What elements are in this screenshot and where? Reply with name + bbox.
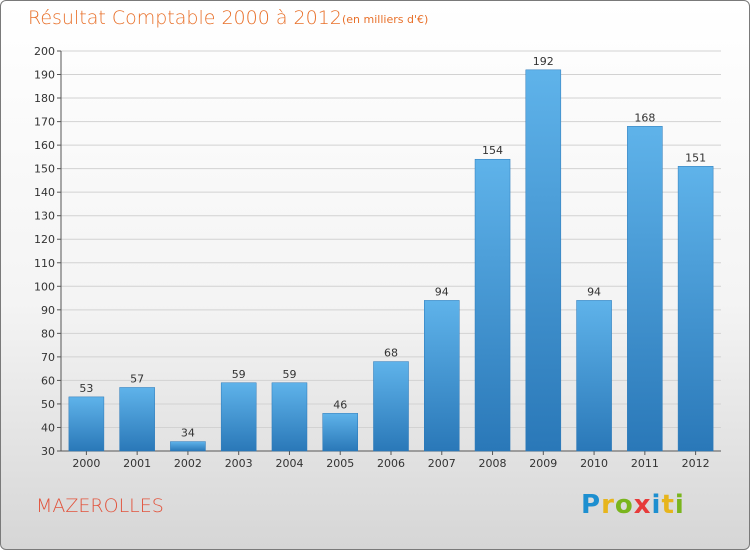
x-tick-label: 2001 [123,457,151,470]
y-tick-label: 60 [41,374,55,387]
value-label: 57 [130,372,144,385]
value-label: 53 [79,382,93,395]
y-tick-label: 180 [34,92,55,105]
logo-letter: r [601,490,615,520]
x-tick-label: 2010 [580,457,608,470]
bars [68,69,714,452]
value-label: 154 [482,144,503,157]
x-tick-label: 2005 [326,457,354,470]
y-tick-label: 40 [41,421,55,434]
bar-2012 [677,166,714,452]
bar-2011 [627,126,663,452]
logo-letter: t [661,490,675,520]
x-tick-label: 2006 [377,457,405,470]
y-tick-label: 140 [34,186,55,199]
logo-letter: i [674,490,685,520]
y-tick-label: 150 [34,163,55,176]
x-tick-label: 2012 [682,457,710,470]
bar-2010 [576,300,612,452]
value-label: 192 [533,55,554,68]
value-label: 46 [333,398,347,411]
y-tick-label: 70 [41,351,55,364]
y-tick-label: 80 [41,327,55,340]
value-labels: 53 57 34 59 59 46 68 94 154 192 94 168 151 [79,55,706,440]
x-tick-label: 2000 [72,457,100,470]
x-tick-label: 2004 [275,457,303,470]
bar-2003 [220,382,257,452]
logo-letter: x [633,490,652,520]
y-tick-label: 30 [41,445,55,458]
bar-2001 [119,387,155,452]
y-tick-label: 170 [34,116,55,129]
bar-2008 [474,158,511,452]
y-tick-label: 90 [41,304,55,317]
bar-2004 [271,382,308,452]
y-tick-labels: 30 40 50 60 70 80 90 100 110 120 130 140 150 160 170 18… [34,45,55,458]
value-label: 94 [587,285,601,298]
y-tick-label: 190 [34,69,55,82]
y-tick-label: 130 [34,210,55,223]
chart-title: Résultat Comptable 2000 à 2012 [28,7,342,29]
value-label: 34 [181,427,195,440]
value-label: 151 [685,151,706,164]
bar-2006 [373,361,409,452]
logo-letter: P [581,490,602,520]
x-tick-label: 2002 [174,457,202,470]
y-tick-label: 110 [34,257,55,270]
x-tick-label: 2008 [479,457,507,470]
x-tick-label: 2003 [225,457,253,470]
value-label: 94 [435,285,449,298]
bar-2007 [424,300,460,452]
x-tick-label: 2009 [529,457,557,470]
y-tick-label: 120 [34,233,55,246]
chart-subtitle: (en milliers d'€) [342,13,429,26]
logo-letter: o [614,490,634,520]
value-label: 59 [282,368,296,381]
commune-name: MAZEROLLES [36,495,164,517]
bar-2005 [322,413,358,452]
proxiti-logo: Proxiti [581,490,685,520]
value-label: 59 [232,368,246,381]
y-tick-label: 160 [34,139,55,152]
bar-2000 [68,396,105,452]
y-tick-label: 50 [41,398,55,411]
bar-2002 [170,441,206,452]
x-tick-label: 2011 [631,457,659,470]
value-label: 168 [634,111,655,124]
logo-letter: i [651,490,662,520]
x-tick-label: 2007 [428,457,456,470]
bar-2009 [525,69,562,452]
y-tick-label: 200 [34,45,55,58]
value-label: 68 [384,347,398,360]
y-tick-label: 100 [34,280,55,293]
x-tick-labels: 2000 2001 2002 2003 2004 2005 2006 2007 2008 2009… [72,457,709,470]
